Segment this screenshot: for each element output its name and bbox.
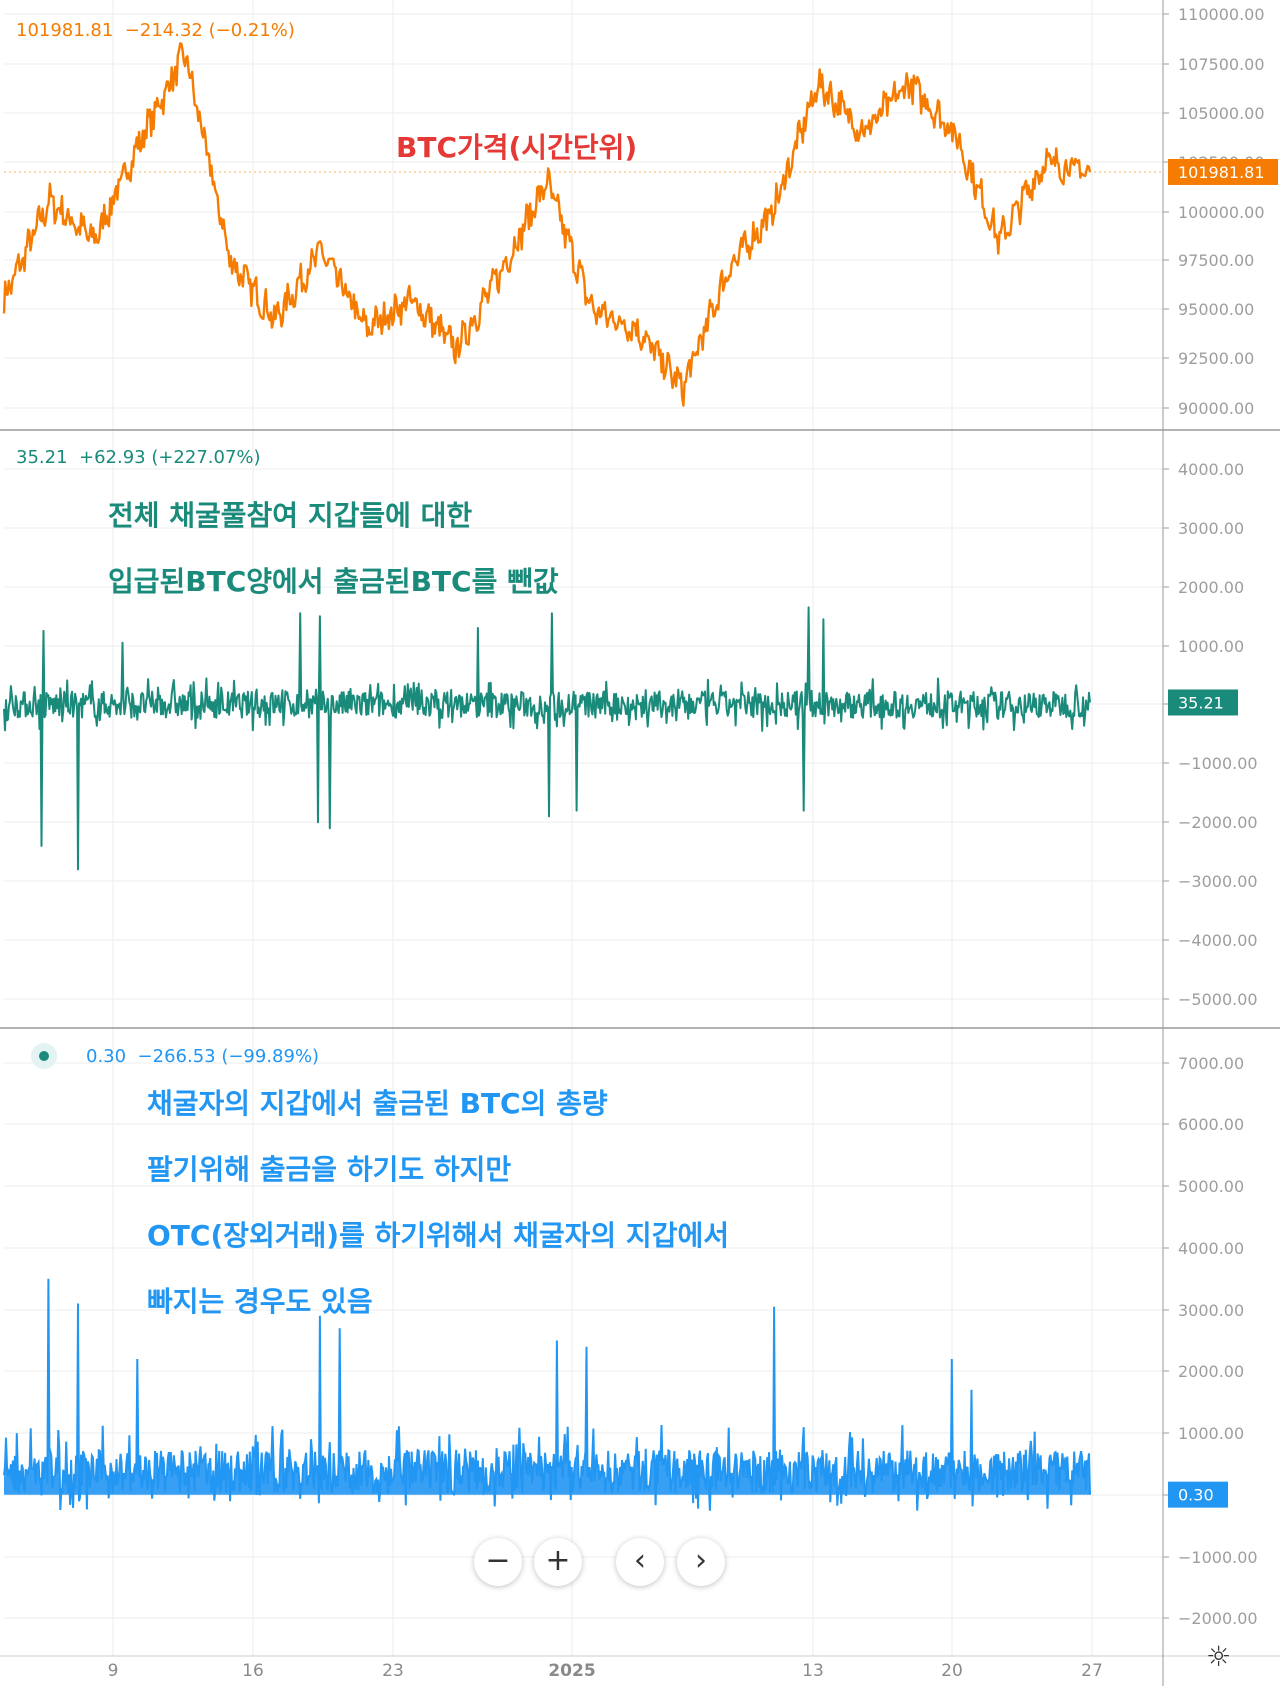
btc-legend: 101981.81 −214.32 (−0.21%) (16, 20, 295, 41)
settings-gear-icon[interactable]: ☼ (1206, 1640, 1232, 1673)
outflow-area (4, 1278, 1090, 1511)
y-tick-label-pane2: 3000.00 (1178, 519, 1244, 538)
y-tick-label-pane3: 3000.00 (1178, 1301, 1244, 1320)
y-tick-label-pane2: 1000.00 (1178, 637, 1244, 656)
btc-last-price-label: 101981.81 (1178, 163, 1265, 182)
y-tick-label-pane3: 4000.00 (1178, 1239, 1244, 1258)
y-tick-label-pane2: −3000.00 (1178, 872, 1258, 891)
btc-annotation: BTC가격(시간단위) (396, 131, 638, 164)
netflow-annotation-2: 입급된BTC양에서 출금된BTC를 뺀값 (108, 565, 559, 598)
outflow-last-value-label: 0.30 (1178, 1486, 1214, 1505)
y-tick-label-pane1: 110000.00 (1178, 5, 1265, 24)
y-tick-label-pane1: 100000.00 (1178, 203, 1265, 222)
y-tick-label-pane2: −1000.00 (1178, 754, 1258, 773)
y-tick-label-pane2: −5000.00 (1178, 990, 1258, 1009)
y-tick-label-pane2: −4000.00 (1178, 931, 1258, 950)
netflow-legend-change: +62.93 (+227.07%) (78, 447, 261, 468)
btc-legend-change: −214.32 (−0.21%) (124, 20, 295, 41)
scroll-right-button[interactable]: › (677, 1538, 725, 1586)
y-tick-label-pane2: −2000.00 (1178, 813, 1258, 832)
outflow-annotation-1: 채굴자의 지갑에서 출금된 BTC의 총량 (147, 1087, 608, 1120)
y-tick-label-pane3: 2000.00 (1178, 1362, 1244, 1381)
x-tick-label: 16 (242, 1661, 264, 1681)
y-tick-label-pane1: 95000.00 (1178, 300, 1254, 319)
outflow-annotation-2: 팔기위해 출금을 하기도 하지만 (147, 1153, 512, 1186)
y-tick-label-pane3: −2000.00 (1178, 1609, 1258, 1628)
btc-price-line (2, 42, 1092, 407)
netflow-last-value-tag (1168, 689, 1238, 716)
x-tick-label: 13 (802, 1661, 824, 1681)
y-tick-label-pane3: 5000.00 (1178, 1177, 1244, 1196)
outflow-annotation-4: 빠지는 경우도 있음 (147, 1285, 373, 1318)
netflow-annotation-1: 전체 채굴풀참여 지갑들에 대한 (108, 499, 473, 532)
x-tick-label: 27 (1081, 1661, 1103, 1681)
netflow-last-value-label: 35.21 (1178, 693, 1224, 712)
y-tick-label-pane3: 7000.00 (1178, 1054, 1244, 1073)
y-tick-label-pane3: 1000.00 (1178, 1424, 1244, 1443)
y-tick-label-pane1: 97500.00 (1178, 251, 1254, 270)
scroll-left-button[interactable]: ‹ (616, 1538, 664, 1586)
x-tick-label: 9 (108, 1661, 119, 1681)
y-tick-label-pane3: 6000.00 (1178, 1115, 1244, 1134)
y-tick-label-pane1: 107500.00 (1178, 55, 1265, 74)
y-tick-label-pane2: 4000.00 (1178, 460, 1244, 479)
x-tick-label: 2025 (548, 1661, 595, 1681)
zoom-in-button[interactable]: + (534, 1538, 582, 1586)
x-tick-label: 20 (941, 1661, 963, 1681)
y-tick-label-pane3: −1000.00 (1178, 1548, 1258, 1567)
btc-last-price-tag (1168, 158, 1278, 185)
y-tick-label-pane1: 105000.00 (1178, 104, 1265, 123)
btc-legend-value: 101981.81 (16, 20, 114, 41)
netflow-legend-value: 35.21 (16, 447, 68, 468)
outflow-legend-change: −266.53 (−99.89%) (137, 1046, 320, 1067)
x-tick-label: 23 (382, 1661, 404, 1681)
netflow-line (3, 606, 1091, 871)
outflow-legend-value: 0.30 (86, 1046, 127, 1067)
netflow-legend: 35.21 +62.93 (+227.07%) (16, 447, 261, 468)
y-tick-label-pane2: 2000.00 (1178, 578, 1244, 597)
zoom-out-button[interactable]: − (474, 1538, 522, 1586)
outflow-legend: 0.30 −266.53 (−99.89%) (86, 1046, 319, 1067)
outflow-annotation-3: OTC(장외거래)를 하기위해서 채굴자의 지갑에서 (147, 1219, 729, 1252)
outflow-last-value-tag (1168, 1481, 1228, 1508)
y-tick-label-pane1: 90000.00 (1178, 399, 1254, 418)
series-visibility-dot[interactable] (31, 1043, 57, 1069)
outflow-line (3, 1278, 1091, 1511)
y-tick-label-pane1: 92500.00 (1178, 349, 1254, 368)
